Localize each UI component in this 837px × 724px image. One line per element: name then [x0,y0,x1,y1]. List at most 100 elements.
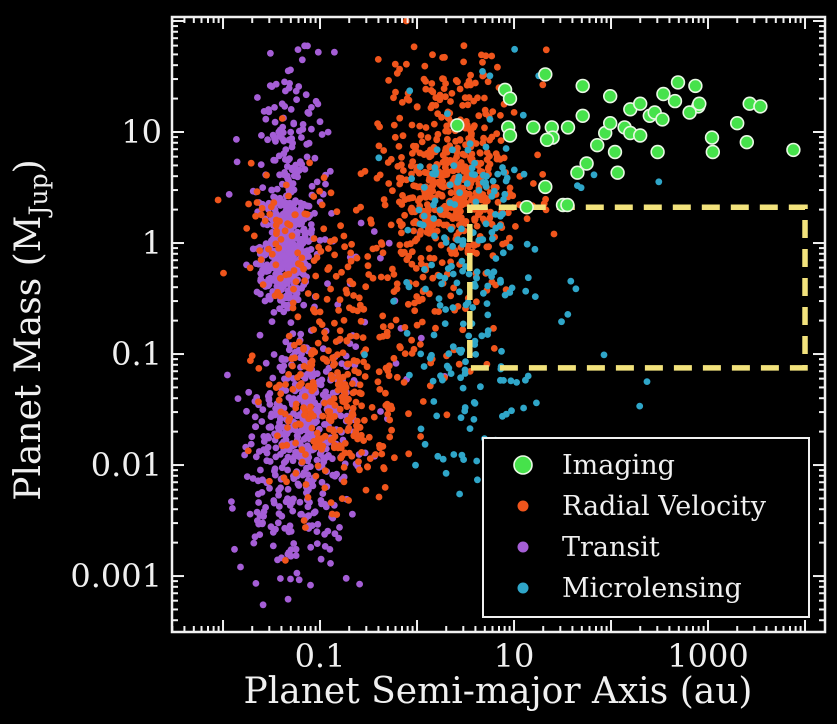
scatter-point-radial-velocity [399,192,406,199]
scatter-point-radial-velocity [408,260,416,268]
scatter-point-transit [283,163,291,170]
scatter-point-radial-velocity [401,211,408,219]
scatter-point-radial-velocity [326,412,333,419]
scatter-point-radial-velocity [413,235,421,243]
scatter-point-radial-velocity [332,272,340,280]
scatter-point-radial-velocity [334,351,341,358]
scatter-point-microlensing [458,257,466,265]
scatter-point-radial-velocity [389,187,396,195]
scatter-point-transit [303,140,311,148]
scatter-point-transit [313,456,321,464]
scatter-point-transit [255,448,263,455]
scatter-point-radial-velocity [408,336,415,344]
scatter-point-transit [295,166,303,174]
scatter-point-radial-velocity [309,379,317,386]
scatter-point-radial-velocity [294,249,302,257]
scatter-point-transit [258,489,266,496]
scatter-point-radial-velocity [462,174,469,182]
scatter-point-radial-velocity [345,395,352,403]
scatter-point-imaging [502,128,518,143]
scatter-point-radial-velocity [307,365,314,372]
scatter-point-imaging [632,96,648,111]
scatter-point-radial-velocity [330,361,337,369]
scatter-point-transit [275,503,283,510]
scatter-point-radial-velocity [459,326,467,334]
scatter-point-microlensing [486,116,494,123]
scatter-point-radial-velocity [379,249,387,257]
scatter-point-radial-velocity [334,381,342,388]
scatter-point-microlensing [502,145,510,152]
highlight-box-layer [467,204,808,371]
scatter-point-microlensing [450,451,458,458]
scatter-point-microlensing [417,350,425,358]
scatter-point-microlensing [447,226,455,233]
scatter-point-radial-velocity [439,54,446,61]
scatter-point-radial-velocity [459,102,466,109]
scatter-point-radial-velocity [313,429,321,437]
scatter-point-transit [305,512,312,520]
scatter-point-radial-velocity [427,151,435,159]
scatter-point-radial-velocity [506,184,514,192]
scatter-point-radial-velocity [336,327,344,335]
scatter-point-radial-velocity [472,140,480,147]
scatter-point-radial-velocity [426,163,434,171]
scatter-point-radial-velocity [316,187,323,195]
scatter-point-radial-velocity [457,159,465,166]
scatter-point-radial-velocity [318,201,326,209]
scatter-point-transit [297,427,305,435]
y-tick-label: 0.01 [91,446,162,484]
scatter-point-microlensing [419,221,427,229]
scatter-point-radial-velocity [285,192,292,200]
scatter-point-radial-velocity [488,133,496,141]
scatter-point-radial-velocity [351,388,358,396]
scatter-point-radial-velocity [258,204,266,212]
scatter-point-radial-velocity [285,417,292,425]
scatter-point-transit [234,395,242,402]
scatter-point-microlensing [459,320,467,328]
scatter-point-imaging [526,120,541,135]
scatter-point-transit [284,595,292,603]
scatter-point-transit [324,128,332,136]
legend-label: Transit [562,532,660,563]
scatter-point-radial-velocity [427,146,434,154]
scatter-point-transit [289,507,297,515]
scatter-point-radial-velocity [399,132,407,140]
scatter-point-radial-velocity [290,285,297,293]
scatter-point-transit [276,194,284,202]
scatter-point-radial-velocity [494,198,502,206]
scatter-point-microlensing [531,245,539,253]
scatter-point-microlensing [489,235,496,243]
scatter-point-radial-velocity [482,52,490,60]
scatter-point-radial-velocity [302,481,310,488]
scatter-point-radial-velocity [398,99,406,106]
scatter-point-radial-velocity [417,433,424,440]
scatter-point-microlensing [480,289,487,297]
scatter-point-radial-velocity [395,143,403,150]
scatter-point-transit [253,288,261,296]
scatter-point-transit [263,262,271,270]
scatter-point-radial-velocity [316,308,324,316]
scatter-point-radial-velocity [425,245,433,253]
scatter-point-radial-velocity [339,349,347,357]
scatter-point-imaging [729,115,745,131]
scatter-point-radial-velocity [444,135,451,143]
scatter-point-radial-velocity [539,171,547,178]
scatter-point-microlensing [449,146,456,154]
scatter-point-microlensing [447,370,455,377]
scatter-point-transit [249,245,257,253]
scatter-point-radial-velocity [423,169,431,177]
scatter-point-microlensing [463,180,471,187]
scatter-point-transit [282,498,290,506]
scatter-point-radial-velocity [320,174,328,182]
legend-swatch-transit [517,541,529,553]
scatter-point-microlensing [507,377,515,385]
scatter-point-radial-velocity [246,264,254,272]
scatter-point-radial-velocity [342,286,350,294]
scatter-point-radial-velocity [294,313,302,321]
legend: Imaging Radial Velocity Transit Microlensin… [482,437,810,618]
scatter-point-radial-velocity [461,94,469,102]
scatter-point-radial-velocity [363,363,371,371]
scatter-point-radial-velocity [312,292,320,300]
scatter-point-imaging [692,96,707,111]
scatter-point-radial-velocity [319,412,327,420]
